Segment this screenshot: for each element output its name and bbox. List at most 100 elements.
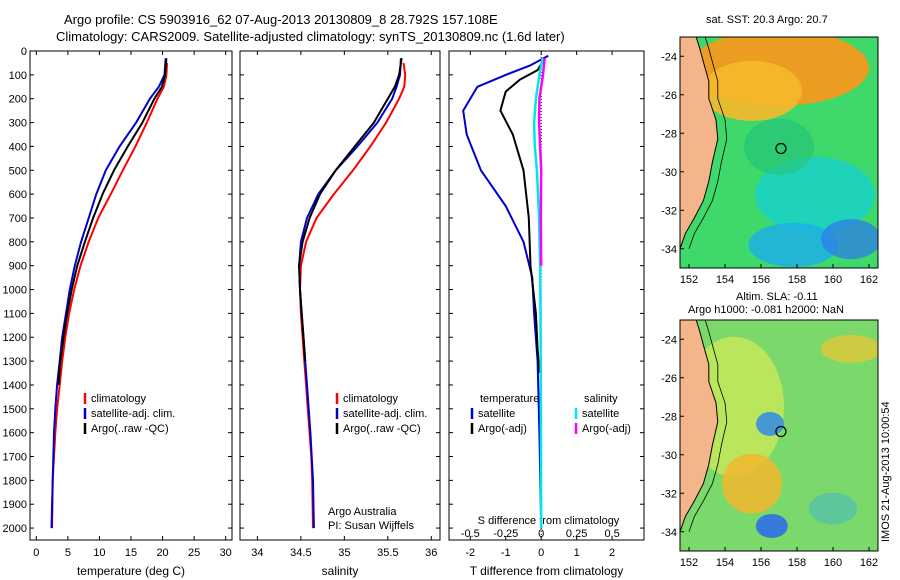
series-line-3 bbox=[537, 58, 546, 266]
x-tick-label: 5 bbox=[65, 547, 71, 559]
low-patch bbox=[755, 513, 788, 538]
map-field bbox=[680, 37, 878, 268]
legend-label: climatology bbox=[91, 393, 147, 405]
x-axis-label: T difference from climatology bbox=[470, 564, 624, 578]
map-y-tick-label: -26 bbox=[661, 90, 677, 102]
x-tick-label: 1 bbox=[574, 547, 580, 559]
cool-patch bbox=[755, 156, 875, 233]
y-tick-label: 1500 bbox=[3, 404, 27, 416]
legend-label: satellite bbox=[582, 408, 619, 420]
series-line-0 bbox=[51, 62, 168, 529]
map-x-tick-label: 152 bbox=[680, 274, 698, 286]
legend-label: salinity bbox=[584, 393, 618, 405]
legend-label: Argo(-adj) bbox=[582, 423, 631, 435]
x-tick-label: -1 bbox=[501, 547, 511, 559]
y-tick-label: 1100 bbox=[3, 308, 27, 320]
map-y-tick-label: -24 bbox=[661, 334, 677, 346]
map-x-tick-label: 154 bbox=[716, 557, 734, 569]
low-patch bbox=[809, 492, 857, 525]
sla-map-title: Altim. SLA: -0.11 bbox=[736, 291, 818, 303]
axes-box bbox=[29, 50, 233, 541]
y-tick-label: 400 bbox=[9, 141, 27, 153]
y-tick-label: 900 bbox=[9, 261, 27, 273]
cool-patch bbox=[748, 222, 839, 267]
panel-salinity: 34 34.5 35 35.5 36 salinity climatology satelli… bbox=[239, 50, 441, 578]
map-x-tick-label: 160 bbox=[824, 557, 842, 569]
x-axis-label: temperature (deg C) bbox=[77, 564, 185, 578]
x-tick-label: 10 bbox=[93, 547, 105, 559]
y-tick-label: 500 bbox=[9, 165, 27, 177]
y-tick-label: 700 bbox=[9, 213, 27, 225]
series-line-0 bbox=[299, 62, 407, 529]
y-tick-label: 600 bbox=[9, 189, 27, 201]
land-area bbox=[680, 320, 719, 551]
map-x-tick-label: 156 bbox=[752, 557, 770, 569]
y-tick-label: 1800 bbox=[3, 475, 27, 487]
map-x-tick-label: 158 bbox=[788, 557, 806, 569]
legend-label: climatology bbox=[343, 393, 399, 405]
map-x-tick-label: 152 bbox=[680, 557, 698, 569]
x-top-tick-label: 0.5 bbox=[604, 528, 619, 540]
land-area bbox=[680, 37, 719, 268]
y-tick-label: 1300 bbox=[3, 356, 27, 368]
legend-label: temperature bbox=[480, 393, 539, 405]
map-y-tick-label: -24 bbox=[661, 51, 677, 63]
map-x-tick-label: 160 bbox=[824, 274, 842, 286]
y-tick-label: 0 bbox=[21, 46, 27, 58]
x-axis-label: salinity bbox=[322, 564, 359, 578]
x-tick-label: 35 bbox=[338, 547, 350, 559]
x-tick-label: 34 bbox=[251, 547, 263, 559]
warm-patch bbox=[702, 60, 802, 121]
shelf-contour bbox=[688, 320, 728, 532]
x-tick-label: 36 bbox=[425, 547, 437, 559]
x-tick-label: 34.5 bbox=[290, 547, 311, 559]
y-tick-label: 300 bbox=[9, 118, 27, 130]
map-x-tick-label: 156 bbox=[752, 274, 770, 286]
map-frame bbox=[679, 319, 879, 552]
map-y-tick-label: -32 bbox=[661, 488, 677, 500]
sst-map: 152 154 156 158 160 162 -24 -26 -28 -30 -32 -34 bbox=[661, 36, 879, 286]
y-tick-label: 1400 bbox=[3, 380, 27, 392]
map-y-tick-label: -34 bbox=[661, 527, 677, 539]
series-line-1 bbox=[50, 58, 167, 529]
map-x-tick-label: 162 bbox=[860, 274, 878, 286]
series-line-2 bbox=[57, 58, 168, 386]
h-map-title: Argo h1000: -0.081 h2000: NaN bbox=[688, 304, 844, 316]
series-line-1 bbox=[298, 58, 402, 529]
map-field bbox=[680, 320, 878, 551]
map-x-tick-label: 162 bbox=[860, 557, 878, 569]
figure-title-line1: Argo profile: CS 5903916_62 07-Aug-2013 … bbox=[64, 12, 498, 27]
legend-label: satellite bbox=[478, 408, 515, 420]
map-y-tick-label: -34 bbox=[661, 244, 677, 256]
y-tick-label: 200 bbox=[9, 94, 27, 106]
x-tick-label: 25 bbox=[188, 547, 200, 559]
y-tick-label: 1700 bbox=[3, 452, 27, 464]
axes-box bbox=[239, 50, 441, 541]
x-tick-label: 15 bbox=[125, 547, 137, 559]
x-tick-label: 30 bbox=[220, 547, 232, 559]
annotation-text: Argo Australia bbox=[328, 506, 397, 518]
x-top-tick-label: -0.25 bbox=[493, 528, 518, 540]
series-line-2 bbox=[298, 58, 403, 362]
annotation-text: PI: Susan Wijffels bbox=[328, 520, 414, 532]
map-frame bbox=[679, 36, 879, 269]
legend-label: Argo(-adj) bbox=[478, 423, 527, 435]
legend-label: satellite-adj. clim. bbox=[91, 408, 175, 420]
sst-map-title: sat. SST: 20.3 Argo: 20.7 bbox=[706, 14, 828, 26]
x-tick-label: 35.5 bbox=[377, 547, 398, 559]
high-patch bbox=[821, 334, 878, 363]
cold-patch bbox=[821, 219, 878, 260]
x-top-tick-label: -0.5 bbox=[461, 528, 480, 540]
x-tick-label: -2 bbox=[465, 547, 475, 559]
x-tick-label: 0 bbox=[33, 547, 39, 559]
x-tick-label: 20 bbox=[156, 547, 168, 559]
panel-temperature: 0 5 10 15 20 25 30 temperature (deg C) 0 100 200 30… bbox=[3, 46, 233, 578]
y-tick-label: 100 bbox=[9, 70, 27, 82]
y-tick-label: 2000 bbox=[3, 523, 27, 535]
panel-difference: -2 -1 0 1 2 T difference from climatology S di… bbox=[448, 50, 645, 578]
x-tick-label: 2 bbox=[609, 547, 615, 559]
shelf-contour bbox=[688, 37, 728, 249]
y-tick-label: 1600 bbox=[3, 428, 27, 440]
map-x-tick-label: 158 bbox=[788, 274, 806, 286]
series-line-1 bbox=[499, 57, 546, 374]
